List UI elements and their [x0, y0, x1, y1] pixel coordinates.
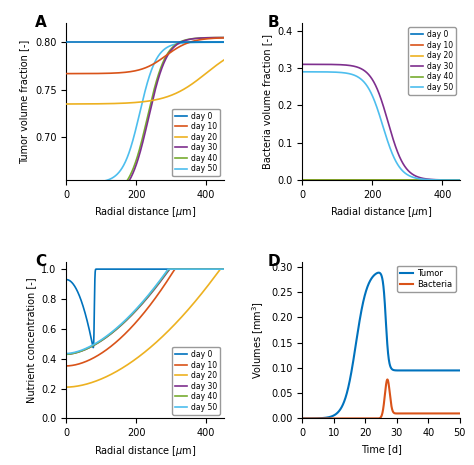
X-axis label: Radial distance [$\mu$m]: Radial distance [$\mu$m] [94, 206, 196, 219]
Tumor [457, 368, 463, 373]
Bacteria [300, 416, 305, 421]
Tumor [452, 368, 458, 373]
Tumor [372, 272, 378, 278]
Tumor [453, 368, 458, 373]
Bacteria [308, 416, 313, 421]
Bacteria [372, 416, 378, 421]
Text: A: A [35, 15, 46, 30]
Y-axis label: Bacteria volume fraction [-]: Bacteria volume fraction [-] [262, 34, 272, 169]
Line: Bacteria: Bacteria [302, 379, 460, 419]
Tumor [300, 416, 305, 421]
Y-axis label: Volumes [mm$^3$]: Volumes [mm$^3$] [250, 301, 265, 379]
Text: B: B [268, 15, 279, 30]
X-axis label: Radial distance [$\mu$m]: Radial distance [$\mu$m] [330, 206, 432, 219]
Bacteria [384, 377, 390, 382]
Tumor [376, 270, 382, 275]
Bacteria [453, 411, 458, 416]
Y-axis label: Nutrient concentration [-]: Nutrient concentration [-] [26, 277, 36, 403]
Bacteria [452, 411, 458, 416]
X-axis label: Radial distance [$\mu$m]: Radial distance [$\mu$m] [94, 444, 196, 458]
Text: C: C [35, 254, 46, 269]
Line: Tumor: Tumor [302, 272, 460, 418]
Tumor [424, 368, 429, 373]
Text: D: D [268, 254, 281, 269]
Legend: day 0, day 10, day 20, day 30, day 40, day 50: day 0, day 10, day 20, day 30, day 40, d… [172, 347, 220, 415]
Legend: Tumor, Bacteria: Tumor, Bacteria [397, 266, 456, 292]
Legend: day 0, day 10, day 20, day 30, day 40, day 50: day 0, day 10, day 20, day 30, day 40, d… [172, 108, 220, 176]
Bacteria [424, 411, 429, 416]
Y-axis label: Tumor volume fraction [-]: Tumor volume fraction [-] [19, 40, 29, 164]
Tumor [308, 416, 313, 421]
X-axis label: Time [d]: Time [d] [361, 444, 401, 454]
Bacteria [376, 416, 382, 421]
Tumor [376, 270, 382, 275]
Bacteria [457, 411, 463, 416]
Legend: day 0, day 10, day 20, day 30, day 40, day 50: day 0, day 10, day 20, day 30, day 40, d… [408, 27, 456, 95]
